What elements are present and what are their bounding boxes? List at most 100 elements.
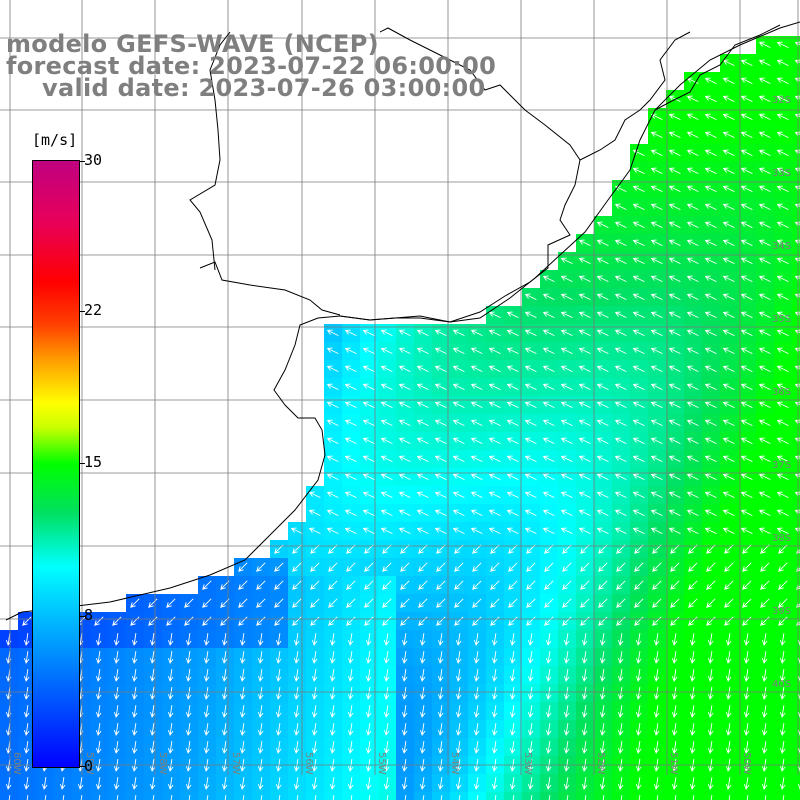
wind-arrow bbox=[776, 113, 789, 121]
wind-arrow bbox=[724, 580, 734, 590]
wind-arrow bbox=[488, 509, 501, 517]
wind-arrow bbox=[77, 777, 84, 790]
wind-arrow bbox=[668, 275, 681, 283]
wind-arrow bbox=[344, 365, 357, 373]
wind-arrow bbox=[311, 741, 318, 754]
wind-arrow bbox=[239, 651, 246, 664]
wind-cell bbox=[540, 792, 559, 800]
wind-arrow bbox=[365, 651, 372, 664]
wind-arrow bbox=[274, 616, 284, 626]
wind-arrow bbox=[758, 95, 771, 103]
wind-arrow bbox=[148, 616, 158, 626]
wind-arrow bbox=[526, 562, 536, 572]
wind-arrow bbox=[542, 401, 555, 409]
wind-arrow bbox=[722, 491, 735, 499]
wind-arrow bbox=[527, 633, 534, 646]
wind-cell bbox=[792, 432, 800, 451]
wind-arrow bbox=[149, 633, 156, 646]
wind-cell bbox=[792, 702, 800, 721]
wind-arrow bbox=[509, 633, 516, 646]
wind-arrow bbox=[598, 562, 608, 572]
wind-arrow bbox=[616, 580, 626, 590]
wind-arrow bbox=[455, 633, 462, 646]
wind-arrow bbox=[308, 509, 321, 517]
wind-arrow bbox=[239, 687, 246, 700]
wind-arrow bbox=[584, 795, 587, 800]
wind-arrow bbox=[22, 616, 32, 626]
wind-arrow bbox=[398, 419, 411, 427]
wind-arrow bbox=[491, 777, 498, 790]
wind-cell bbox=[792, 180, 800, 199]
wind-arrow bbox=[704, 275, 717, 283]
wind-arrow bbox=[758, 167, 771, 175]
wind-arrow bbox=[617, 633, 624, 646]
wind-arrow bbox=[650, 149, 663, 157]
wind-arrow bbox=[599, 669, 606, 682]
wind-arrow bbox=[473, 633, 480, 646]
wind-arrow bbox=[491, 705, 498, 718]
wind-arrow bbox=[704, 311, 717, 319]
wind-arrow bbox=[776, 293, 789, 301]
wind-arrow bbox=[758, 293, 771, 301]
wind-arrow bbox=[740, 509, 753, 517]
wind-arrow bbox=[560, 419, 573, 427]
wind-arrow bbox=[26, 795, 29, 800]
lon-label: 59W bbox=[84, 752, 95, 775]
wind-arrow bbox=[347, 705, 354, 718]
wind-arrow bbox=[704, 131, 717, 139]
wind-arrow bbox=[383, 777, 390, 790]
border-river bbox=[189, 31, 231, 271]
wind-arrow bbox=[472, 616, 482, 626]
wind-cell bbox=[342, 792, 361, 800]
wind-arrow bbox=[545, 687, 552, 700]
wind-arrow bbox=[203, 669, 210, 682]
wind-arrow bbox=[545, 741, 552, 754]
wind-arrow bbox=[512, 795, 515, 800]
wind-arrow bbox=[617, 723, 624, 736]
wind-arrow bbox=[382, 562, 392, 572]
wind-arrow bbox=[560, 275, 573, 283]
wind-arrow bbox=[688, 562, 698, 572]
wind-arrow bbox=[760, 616, 770, 626]
wind-arrow bbox=[434, 365, 447, 373]
wind-arrow bbox=[653, 705, 660, 718]
wind-arrow bbox=[650, 527, 663, 535]
wind-arrow bbox=[776, 329, 789, 337]
wind-arrow bbox=[776, 491, 789, 499]
wind-arrow bbox=[794, 95, 800, 101]
wind-arrow bbox=[437, 669, 444, 682]
wind-arrow bbox=[527, 687, 534, 700]
wind-arrow bbox=[722, 239, 735, 247]
wind-arrow bbox=[725, 687, 732, 700]
wind-arrow bbox=[455, 687, 462, 700]
wind-arrow bbox=[758, 365, 771, 373]
wind-arrow bbox=[184, 598, 194, 608]
wind-arrow bbox=[398, 527, 411, 535]
wind-arrow bbox=[470, 419, 483, 427]
wind-arrow bbox=[383, 741, 390, 754]
wind-arrow bbox=[380, 509, 393, 517]
wind-arrow bbox=[239, 669, 246, 682]
wind-arrow bbox=[542, 293, 555, 301]
wind-cell bbox=[792, 270, 800, 289]
wind-arrow bbox=[167, 777, 174, 790]
colorbar bbox=[32, 160, 80, 768]
wind-arrow bbox=[596, 455, 609, 463]
wind-cell bbox=[792, 216, 800, 235]
wind-arrow bbox=[566, 795, 569, 800]
wind-arrow bbox=[776, 473, 789, 481]
wind-arrow bbox=[476, 795, 479, 800]
wind-arrow bbox=[617, 777, 624, 790]
wind-arrow bbox=[382, 580, 392, 590]
wind-arrow bbox=[380, 491, 393, 499]
wind-arrow bbox=[326, 401, 339, 409]
wind-arrow bbox=[95, 741, 102, 754]
wind-arrow bbox=[506, 473, 519, 481]
wind-arrow bbox=[293, 723, 300, 736]
wind-cell bbox=[396, 792, 415, 800]
wind-arrow bbox=[131, 777, 138, 790]
colorbar-tick-mark bbox=[79, 616, 85, 617]
wind-arrow bbox=[362, 437, 375, 445]
wind-arrow bbox=[365, 723, 372, 736]
wind-arrow bbox=[563, 705, 570, 718]
